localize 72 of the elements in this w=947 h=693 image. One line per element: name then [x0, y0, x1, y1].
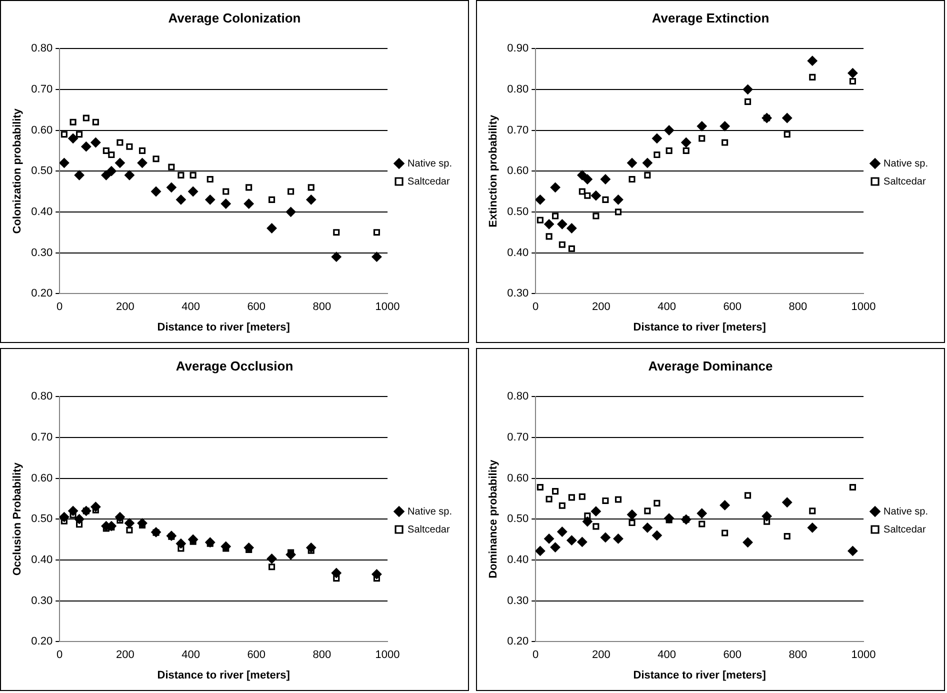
x-tick-label: 400: [658, 301, 676, 314]
x-tick-label: 0: [56, 649, 63, 662]
y-axis-title: Occlusion Probability: [12, 462, 24, 576]
y-tick-label: 0.80: [507, 83, 529, 96]
x-tick-label: 600: [723, 649, 742, 662]
x-tick-label: 200: [592, 301, 610, 314]
y-axis-title: Colonization probability: [12, 108, 24, 234]
x-axis-title: Distance to river [meters]: [157, 669, 290, 682]
legend-label: Saltcedar: [884, 176, 926, 188]
chart-title: Average Colonization: [168, 10, 301, 26]
y-axis-title: Dominance probability: [488, 458, 500, 578]
y-tick-label: 0.20: [507, 636, 529, 648]
x-tick-label: 1000: [375, 649, 400, 662]
legend-label: Native sp.: [884, 506, 928, 518]
y-tick-label: 0.70: [31, 431, 53, 444]
y-tick-label: 0.30: [507, 288, 529, 300]
x-tick-label: 200: [592, 649, 610, 662]
x-tick-label: 600: [247, 649, 266, 662]
x-tick-label: 400: [182, 649, 200, 662]
y-tick-label: 0.60: [31, 124, 53, 136]
y-tick-label: 0.40: [507, 554, 529, 566]
y-tick-label: 0.50: [507, 513, 529, 526]
y-tick-label: 0.20: [31, 288, 53, 300]
y-tick-label: 0.40: [31, 554, 53, 566]
chart-title: Average Occlusion: [176, 358, 294, 374]
y-axis-title: Extinction probability: [488, 114, 500, 228]
legend-label: Native sp.: [408, 506, 452, 518]
y-tick-label: 0.60: [507, 472, 529, 484]
y-tick-label: 0.60: [507, 165, 529, 178]
y-tick-label: 0.70: [31, 83, 53, 96]
x-axis-title: Distance to river [meters]: [633, 321, 766, 334]
x-tick-label: 800: [788, 301, 808, 314]
x-tick-label: 800: [788, 649, 808, 662]
y-tick-label: 0.20: [31, 636, 53, 648]
y-tick-label: 0.30: [31, 246, 53, 259]
legend-label: Native sp.: [884, 158, 928, 170]
x-tick-label: 600: [723, 301, 742, 314]
y-tick-label: 0.80: [507, 390, 529, 403]
y-tick-label: 0.30: [507, 594, 529, 607]
x-tick-label: 1000: [375, 301, 400, 314]
y-tick-label: 0.60: [31, 472, 53, 484]
y-tick-label: 0.70: [507, 431, 529, 444]
x-tick-label: 400: [658, 649, 676, 662]
x-tick-label: 800: [312, 649, 332, 662]
x-axis-title: Distance to river [meters]: [157, 321, 290, 334]
x-tick-label: 0: [532, 649, 539, 662]
chart-title: Average Extinction: [652, 10, 770, 26]
y-tick-label: 0.40: [31, 206, 53, 218]
x-tick-label: 200: [116, 649, 134, 662]
x-tick-label: 200: [116, 301, 134, 314]
y-tick-label: 0.90: [507, 42, 529, 55]
y-tick-label: 0.40: [507, 246, 529, 259]
legend-label: Saltcedar: [408, 524, 450, 536]
y-tick-label: 0.80: [31, 390, 53, 403]
x-tick-label: 0: [56, 301, 63, 314]
y-tick-label: 0.50: [31, 165, 53, 178]
legend-label: Saltcedar: [884, 524, 926, 536]
x-tick-label: 0: [532, 301, 539, 314]
legend-label: Saltcedar: [408, 176, 450, 188]
x-tick-label: 1000: [851, 301, 876, 314]
x-tick-label: 400: [182, 301, 200, 314]
x-tick-label: 800: [312, 301, 332, 314]
y-tick-label: 0.30: [31, 594, 53, 607]
y-tick-label: 0.50: [31, 513, 53, 526]
x-tick-label: 1000: [851, 649, 876, 662]
y-tick-label: 0.50: [507, 206, 529, 218]
legend-label: Native sp.: [408, 158, 452, 170]
x-axis-title: Distance to river [meters]: [633, 669, 766, 682]
x-tick-label: 600: [247, 301, 266, 314]
y-tick-label: 0.70: [507, 124, 529, 136]
y-tick-label: 0.80: [31, 42, 53, 55]
chart-title: Average Dominance: [648, 358, 773, 374]
